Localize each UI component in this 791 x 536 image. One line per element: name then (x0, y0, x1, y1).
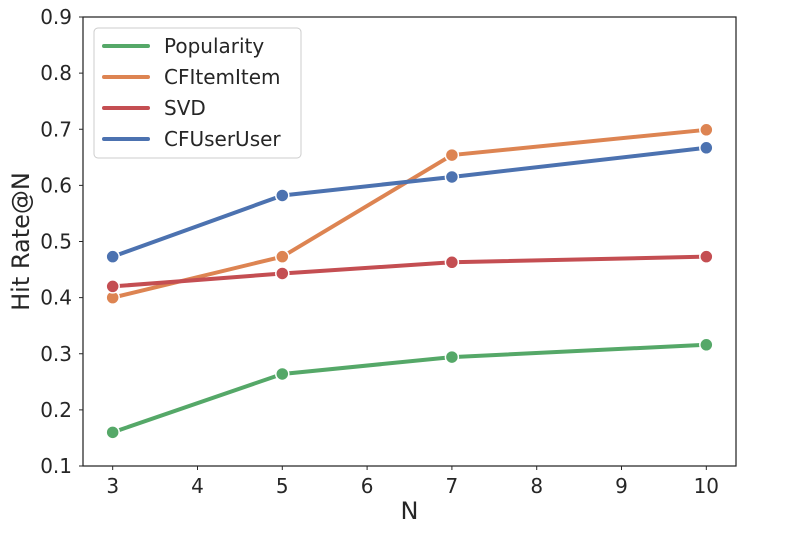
series-line-svd (110, 254, 709, 289)
data-point-popularity (699, 337, 714, 353)
series-line-cfitemitem (110, 127, 709, 300)
x-axis-title: N (401, 497, 419, 525)
y-tick-label: 0.7 (40, 117, 72, 141)
legend-label: CFUserUser (164, 127, 281, 151)
legend: Popularity CFItemItem SVD CFUserUser (93, 27, 302, 159)
x-axis-ticks: 3 4 5 6 7 8 9 10 (106, 466, 719, 498)
x-tick-label: 10 (694, 474, 719, 498)
series-line-popularity (110, 342, 709, 435)
series-layer (105, 122, 714, 440)
y-tick-label: 0.9 (40, 5, 72, 29)
data-point-cfitemitem (699, 122, 714, 138)
legend-frame (93, 27, 302, 159)
y-tick-label: 0.2 (40, 398, 72, 422)
data-point-cfuseruser (105, 249, 120, 264)
legend-label: CFItemItem (164, 65, 281, 89)
y-tick-label: 0.5 (40, 230, 72, 254)
y-axis-title: Hit Rate@N (7, 172, 35, 311)
data-point-cfitemitem (444, 147, 460, 163)
x-tick-label: 3 (106, 474, 119, 498)
y-tick-label: 0.1 (40, 454, 72, 478)
data-point-cfuseruser (275, 188, 290, 203)
data-point-svd (275, 266, 290, 281)
data-point-popularity (105, 425, 120, 440)
y-tick-label: 0.3 (40, 342, 72, 366)
data-point-svd (699, 249, 714, 264)
legend-label: SVD (164, 96, 206, 120)
y-axis-ticks: 0.1 0.2 0.3 0.4 0.5 0.6 0.7 0.8 0.9 (40, 5, 83, 478)
series-line-cfuseruser (110, 145, 709, 259)
y-tick-label: 0.6 (40, 173, 72, 197)
x-tick-label: 6 (361, 474, 374, 498)
x-tick-label: 4 (191, 474, 204, 498)
x-tick-label: 8 (530, 474, 543, 498)
data-point-cfuseruser (699, 140, 714, 156)
legend-label: Popularity (164, 34, 264, 58)
data-point-svd (105, 279, 120, 294)
data-point-cfitemitem (275, 249, 290, 264)
y-tick-label: 0.4 (40, 286, 72, 310)
x-tick-label: 5 (276, 474, 289, 498)
data-point-svd (444, 255, 460, 270)
data-point-popularity (444, 349, 460, 365)
x-tick-label: 9 (615, 474, 628, 498)
data-point-popularity (275, 366, 290, 382)
data-point-cfuseruser (444, 169, 460, 185)
x-tick-label: 7 (446, 474, 459, 498)
y-tick-label: 0.8 (40, 61, 72, 85)
